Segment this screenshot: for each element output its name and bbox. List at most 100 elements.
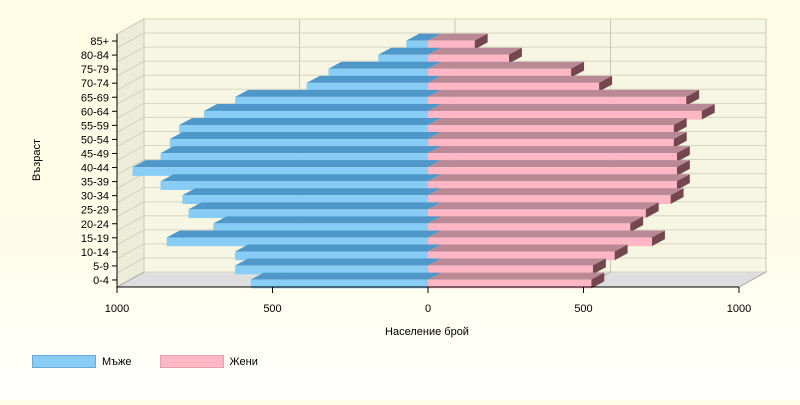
legend-label-men: Мъже [102, 355, 132, 368]
bar-women-side [701, 103, 715, 120]
bar-men [235, 251, 428, 261]
bar-women-side [676, 160, 690, 176]
y-tick-label: 75-79 [81, 64, 109, 76]
bar-women [428, 110, 702, 120]
bar-men-top [328, 61, 441, 69]
bar-women [428, 251, 615, 261]
bar-women-side [651, 230, 665, 247]
bar-men-top [132, 160, 442, 168]
bar-women-top [428, 89, 700, 97]
legend-swatch-women [159, 355, 224, 368]
grid-line-side [116, 243, 145, 260]
bar-women-top [428, 258, 606, 266]
x-axis-title: Население брой [385, 326, 469, 338]
chart-legend: Мъже Жени [32, 355, 258, 368]
bar-women-side [474, 33, 488, 50]
bar-men [179, 125, 428, 134]
bar-women-top [428, 272, 605, 280]
y-tick-label: 0-4 [93, 275, 109, 287]
grid-line-side [116, 32, 145, 49]
y-tick-label: 10-14 [81, 247, 109, 259]
legend-item-men: Мъже [32, 355, 132, 368]
bar-men-top [250, 272, 441, 280]
x-tick-label: 500 [574, 303, 592, 315]
bar-women-side [592, 258, 606, 275]
bar-women-side [591, 272, 605, 289]
y-tick-label: 15-19 [81, 233, 109, 245]
grid-line-side [116, 88, 145, 105]
bar-men [188, 209, 428, 219]
grid-line-side [116, 187, 145, 204]
bar-men [378, 54, 428, 64]
bar-men-top [306, 75, 441, 83]
bar-women [428, 96, 687, 106]
bar-men-top [179, 118, 441, 126]
bar-men-top [204, 103, 441, 111]
grid-line-side [116, 116, 145, 133]
bar-men [204, 110, 428, 120]
grid-line-side [116, 257, 145, 274]
bar-women-top [428, 188, 684, 196]
bar-women [428, 68, 572, 78]
y-tick-label: 85+ [90, 36, 109, 48]
bar-men-top [166, 230, 441, 238]
bar-women-side [686, 89, 700, 106]
legend-item-women: Жени [159, 355, 258, 368]
bar-men-top [235, 244, 441, 252]
grid-line-side [116, 131, 145, 147]
legend-swatch-men [32, 355, 96, 368]
grid-line-side [116, 229, 145, 246]
x-tick-label: 500 [263, 303, 281, 315]
y-tick-label: 30-34 [81, 191, 109, 203]
bar-women-side [676, 146, 690, 162]
bar-women-top [428, 160, 690, 168]
bar-women-top [428, 146, 690, 154]
bar-women-side [676, 174, 690, 190]
grid-line-side [116, 201, 145, 218]
grid-line-floor [738, 271, 767, 288]
bar-women-top [428, 174, 690, 182]
bar-women [428, 153, 677, 162]
grid-line-side [116, 46, 145, 63]
y-tick-label: 65-69 [81, 92, 109, 104]
bar-men [250, 279, 428, 289]
grid-line-side [116, 215, 145, 232]
bar-women [428, 40, 475, 50]
grid-line-side [116, 159, 145, 175]
bar-men [166, 237, 428, 247]
grid-line-side [116, 145, 145, 161]
y-axis-title: Възраст [31, 139, 43, 181]
bar-women-top [428, 216, 644, 224]
bar-men [132, 167, 429, 176]
bar-women [428, 237, 652, 247]
bar-women [428, 223, 631, 233]
bar-men [160, 181, 429, 190]
grid-line-side [116, 60, 145, 77]
bar-women [428, 139, 674, 148]
bar-men-top [160, 146, 442, 154]
y-tick-label: 40-44 [81, 163, 109, 175]
bar-women-side [599, 75, 613, 92]
bar-women-side [614, 244, 628, 261]
bar-women-top [428, 132, 687, 140]
y-tick-label: 55-59 [81, 120, 109, 132]
bar-women [428, 265, 593, 275]
bar-women [428, 167, 677, 176]
legend-label-women: Жени [229, 355, 258, 368]
y-tick-label: 60-64 [81, 106, 109, 118]
x-tick-label: 0 [425, 303, 431, 315]
x-tick-label: 1000 [105, 303, 129, 315]
bar-women-top [428, 230, 665, 238]
bar-women [428, 54, 509, 64]
bar-men-top [406, 33, 441, 41]
bar-men [169, 139, 428, 148]
bar-women-top [428, 202, 659, 210]
bar-women-top [428, 103, 715, 111]
y-tick-label: 35-39 [81, 177, 109, 189]
bar-men [160, 153, 429, 162]
y-tick-label: 20-24 [81, 219, 109, 231]
bar-women-side [645, 202, 659, 219]
bar-women-side [571, 61, 585, 78]
